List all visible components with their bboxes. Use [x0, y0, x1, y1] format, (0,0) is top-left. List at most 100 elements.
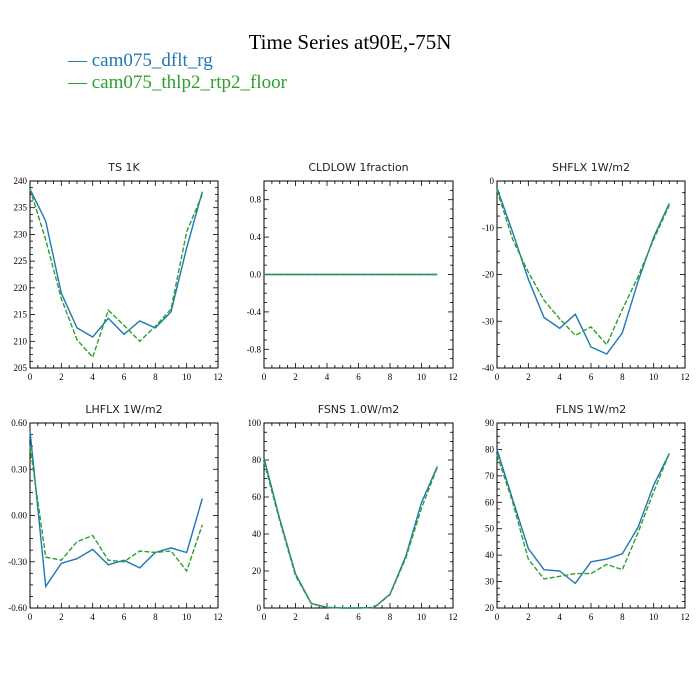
x-tick-label: 8 [388, 372, 393, 382]
x-tick-label: 12 [214, 372, 223, 382]
y-tick-label: 70 [485, 471, 495, 481]
panel-title: LHFLX 1W/m2 [85, 403, 162, 416]
x-tick-label: 10 [649, 372, 659, 382]
series-line-0 [496, 449, 670, 585]
series-line-1 [29, 188, 203, 359]
y-tick-label: 210 [14, 336, 28, 346]
y-tick-label: 205 [14, 363, 28, 373]
x-tick-label: 0 [262, 612, 267, 622]
x-tick-label: 0 [495, 612, 500, 622]
panel-title: FLNS 1W/m2 [556, 403, 626, 416]
x-tick-label: 6 [356, 372, 361, 382]
y-tick-label: -0.30 [8, 557, 27, 567]
x-tick-label: 6 [122, 612, 127, 622]
x-tick-label: 2 [526, 372, 531, 382]
y-tick-label: 225 [14, 256, 28, 266]
x-tick-label: 8 [620, 612, 625, 622]
y-tick-label: 0 [490, 176, 495, 186]
x-tick-label: 2 [59, 372, 64, 382]
panel-title: TS 1K [107, 161, 140, 174]
y-tick-label: 0.30 [11, 464, 27, 474]
legend-entry-1: — cam075_thlp2_rtp2_floor [68, 72, 287, 94]
y-tick-label: 80 [485, 444, 495, 454]
y-tick-label: 60 [252, 492, 262, 502]
series-line-0 [29, 430, 203, 589]
panel-title: SHFLX 1W/m2 [552, 161, 630, 174]
x-tick-label: 0 [28, 612, 33, 622]
legend-line-0: — [68, 50, 87, 71]
y-tick-label: -0.4 [247, 307, 262, 317]
series-line-0 [496, 187, 670, 355]
chart-panel-2: SHFLX 1W/m2 0 2 4 6 8 10 12 -40 -30 -20 -10 0 [482, 161, 690, 382]
chart-panel-1: CLDLOW 1fraction 0 2 4 6 8 10 12 -0.8 -0.4 0.0 0.4 0… [247, 161, 458, 382]
panel-title: FSNS 1.0W/m2 [318, 403, 400, 416]
panel-frame [29, 422, 219, 609]
chart-panel-3: LHFLX 1W/m2 0 2 4 6 8 10 12 -0.60 -0.30 0.00 0.30 0.… [8, 403, 222, 622]
panel-frame [263, 422, 454, 609]
y-tick-label: 40 [252, 529, 262, 539]
x-tick-label: 8 [388, 612, 393, 622]
x-tick-label: 4 [325, 612, 330, 622]
y-tick-label: 30 [485, 577, 495, 587]
panel-frame [496, 422, 686, 609]
x-tick-label: 10 [182, 612, 192, 622]
y-tick-label: -20 [482, 270, 494, 280]
legend-label-0: cam075_dflt_rg [91, 50, 213, 71]
series-line-1 [263, 461, 438, 609]
x-tick-label: 12 [681, 372, 690, 382]
y-tick-label: 100 [248, 418, 262, 428]
x-tick-label: 4 [325, 372, 330, 382]
x-tick-label: 0 [495, 372, 500, 382]
y-tick-label: 0 [257, 603, 262, 613]
x-tick-label: 12 [214, 612, 223, 622]
x-tick-label: 8 [153, 372, 158, 382]
y-tick-label: 215 [14, 310, 28, 320]
y-tick-label: -0.60 [8, 603, 27, 613]
y-tick-label: 230 [14, 229, 28, 239]
y-tick-label: 40 [485, 550, 495, 560]
y-tick-label: -40 [482, 363, 494, 373]
x-tick-label: 10 [417, 372, 427, 382]
series-line-1 [29, 446, 203, 573]
y-tick-label: 20 [252, 566, 262, 576]
panel-frame [496, 180, 686, 369]
chart-panel-0: TS 1K 0 2 4 6 8 10 12 205 210 215 220 225 230 235 240 [14, 161, 223, 382]
legend-label-1: cam075_thlp2_rtp2_floor [91, 72, 287, 93]
y-tick-label: -30 [482, 316, 494, 326]
series-line-0 [29, 188, 203, 338]
series-line-0 [263, 457, 438, 609]
x-tick-label: 4 [90, 612, 95, 622]
x-tick-label: 6 [589, 612, 594, 622]
x-tick-label: 4 [90, 372, 95, 382]
chart-panel-4: FSNS 1.0W/m2 0 2 4 6 8 10 12 0 20 40 60 80 100 [248, 403, 458, 622]
x-tick-label: 2 [59, 612, 64, 622]
x-tick-label: 8 [620, 372, 625, 382]
legend-entry-0: — cam075_dflt_rg [68, 50, 213, 72]
x-tick-label: 0 [28, 372, 33, 382]
x-tick-label: 6 [356, 612, 361, 622]
panel-frame [29, 180, 219, 369]
x-tick-label: 4 [557, 372, 562, 382]
series-line-1 [496, 453, 670, 580]
y-tick-label: 80 [252, 455, 262, 465]
series-line-1 [496, 190, 670, 346]
y-tick-label: 50 [485, 524, 495, 534]
chart-panel-5: FLNS 1W/m2 0 2 4 6 8 10 12 20 30 40 50 60 70 80 90 [485, 403, 690, 622]
x-tick-label: 10 [182, 372, 192, 382]
y-tick-label: 0.00 [11, 511, 27, 521]
x-tick-label: 12 [449, 372, 458, 382]
x-tick-label: 2 [293, 372, 298, 382]
y-tick-label: 0.60 [11, 418, 27, 428]
x-tick-label: 2 [526, 612, 531, 622]
x-tick-label: 10 [417, 612, 427, 622]
x-tick-label: 12 [681, 612, 690, 622]
legend-line-1: — [68, 72, 87, 93]
x-tick-label: 0 [262, 372, 267, 382]
x-tick-label: 4 [557, 612, 562, 622]
figure-title: Time Series at90E,-75N [248, 30, 452, 54]
y-tick-label: 90 [485, 418, 495, 428]
y-tick-label: 220 [14, 283, 28, 293]
y-tick-label: 20 [485, 603, 495, 613]
x-tick-label: 6 [122, 372, 127, 382]
